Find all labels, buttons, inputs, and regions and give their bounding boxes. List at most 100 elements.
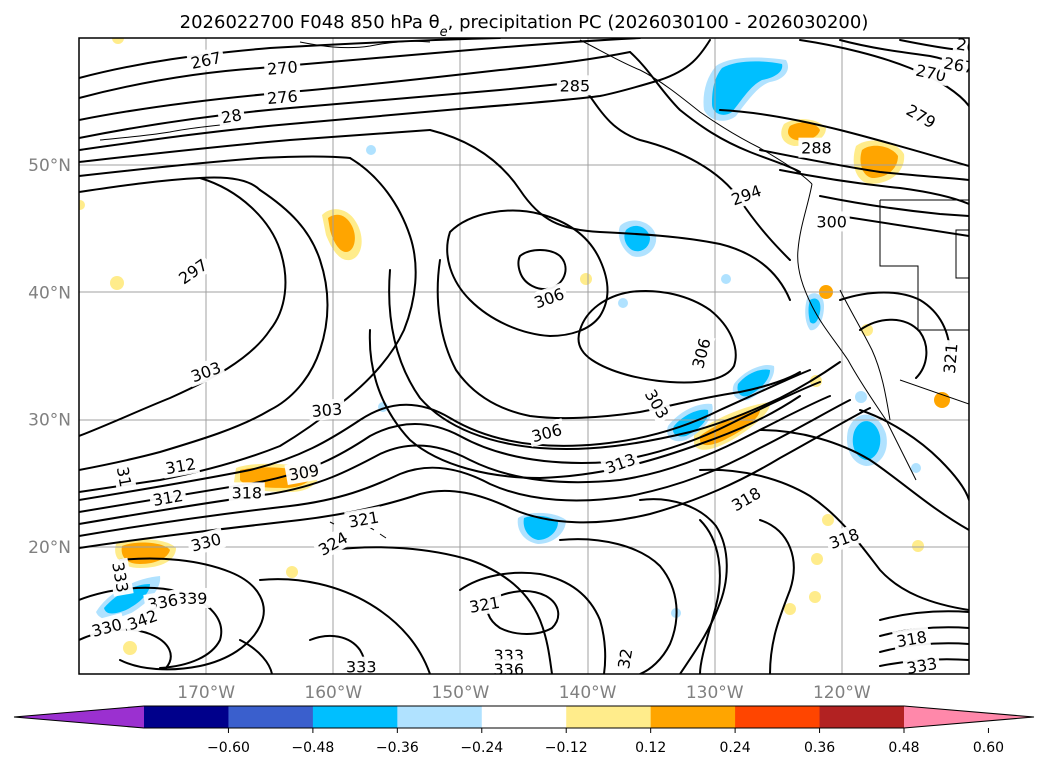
lon-tick-label: 150°W <box>432 683 490 703</box>
lon-tick-label: 170°W <box>177 683 235 703</box>
svg-text:303: 303 <box>311 399 343 421</box>
contour-label: 28 <box>216 103 246 128</box>
svg-text:336: 336 <box>493 660 524 679</box>
contour-label: 285 <box>556 75 593 96</box>
colorbar-tick-label: −0.24 <box>460 740 503 756</box>
map-frame <box>78 37 970 675</box>
svg-text:318: 318 <box>232 483 263 502</box>
svg-text:321: 321 <box>940 342 962 374</box>
shade-dot <box>822 514 834 526</box>
contour-label: 321 <box>464 591 504 618</box>
shade-dot <box>580 273 592 285</box>
contour-label: 31 <box>112 462 137 492</box>
lat-tick-label: 30°N <box>28 411 71 431</box>
shade-dot <box>110 276 124 290</box>
contour-label: 318 <box>228 482 265 503</box>
shade-dot <box>721 274 731 284</box>
colorbar-tick-label: −0.36 <box>376 740 419 756</box>
graticule <box>79 38 969 674</box>
chart-title: 2026022700 F048 850 hPa θe, precipitatio… <box>180 12 869 40</box>
contour-label: 333 <box>343 656 380 677</box>
svg-text:300: 300 <box>816 212 847 231</box>
shade-dot <box>811 553 823 565</box>
shade-dot <box>112 38 124 44</box>
contour-label: 336 <box>490 659 527 679</box>
coastlines <box>99 39 969 539</box>
shade-dot <box>855 391 867 403</box>
shade-orange-core <box>788 122 820 141</box>
shade-blue-core <box>104 584 150 614</box>
colorbar-tick-label: −0.48 <box>291 740 334 756</box>
lat-tick-label: 50°N <box>28 156 71 176</box>
colorbar-tick-label: 0.60 <box>973 740 1004 756</box>
svg-text:333: 333 <box>346 658 377 677</box>
svg-text:339: 339 <box>177 589 208 608</box>
shade-blue-region-core <box>712 61 783 115</box>
lon-tick-label: 120°W <box>813 683 871 703</box>
colorbar-tick-labels: −0.60 −0.48 −0.36 −0.24 −0.12 0.12 0.24 0.36 0.4… <box>207 728 1004 756</box>
colorbar-segment <box>566 706 652 728</box>
lat-tick-label: 40°N <box>28 283 71 303</box>
shade-orange-core <box>328 214 355 252</box>
shade-dot <box>784 603 796 615</box>
colorbar-extend-high <box>904 706 1034 728</box>
shade-dot <box>618 298 628 308</box>
lon-tick-label: 160°W <box>304 683 362 703</box>
lon-tick-label: 140°W <box>559 683 617 703</box>
shade-dot <box>366 145 376 155</box>
shade-dot <box>912 540 924 552</box>
colorbar-tick-label: 0.48 <box>888 740 919 756</box>
colorbar-extend-low <box>14 706 144 728</box>
contour-label: 333 <box>902 652 942 674</box>
colorbar-outline <box>13 705 1035 729</box>
contour-label: 318 <box>725 481 767 517</box>
colorbar-tick-label: 0.24 <box>720 740 751 756</box>
contour-label: 32 <box>612 644 637 674</box>
shade-dot <box>911 463 921 473</box>
contour-label: 303 <box>308 398 346 422</box>
colorbar-segment <box>228 706 314 728</box>
shade-dot <box>79 200 85 210</box>
lon-tick-label: 130°W <box>686 683 744 703</box>
svg-text:31: 31 <box>113 465 135 488</box>
map-background <box>79 38 969 674</box>
shade-dot <box>123 641 137 655</box>
colorbar-segment <box>650 706 736 728</box>
contour-label: 339 <box>174 587 211 608</box>
lat-tick-label: 20°N <box>28 538 71 558</box>
colorbar-segment <box>819 706 905 728</box>
contour-label: 321 <box>938 339 962 378</box>
contour-label: 324 <box>312 525 354 562</box>
svg-text:32: 32 <box>614 647 636 670</box>
shade-blue-core <box>523 515 558 540</box>
colorbar-tick-label: −0.60 <box>207 740 250 756</box>
contour-label: 321 <box>344 506 384 533</box>
svg-text:28: 28 <box>220 105 243 127</box>
shade-blue-core <box>852 421 881 460</box>
contour-label: 276 <box>263 85 302 109</box>
contour-labels: 267 2702762828527026726427928829430029730… <box>86 38 969 679</box>
svg-text:288: 288 <box>801 139 832 158</box>
colorbar-segment <box>312 706 398 728</box>
svg-text:285: 285 <box>560 76 591 95</box>
shade-blue-streak-core <box>737 369 770 397</box>
longitude-tick-labels: 170°W 160°W 150°W 140°W 130°W 120°W <box>177 683 871 703</box>
svg-text:270: 270 <box>266 57 298 79</box>
contour-label: 312 <box>148 484 188 511</box>
colorbar <box>13 705 1035 729</box>
colorbar-tick-label: −0.12 <box>545 740 588 756</box>
colorbar-segment <box>735 706 821 728</box>
colorbar-segment <box>397 706 483 728</box>
shade-dot <box>809 591 821 603</box>
contour-label: 288 <box>798 137 835 158</box>
colorbar-tick-label: 0.36 <box>804 740 835 756</box>
contour-label: 300 <box>813 211 850 232</box>
contour-label: 270 <box>263 56 302 80</box>
latitude-tick-labels: 50°N 40°N 30°N 20°N <box>28 156 71 558</box>
shade-blue-core <box>624 225 650 252</box>
colorbar-tick-label: 0.12 <box>635 740 666 756</box>
colorbar-segment <box>481 706 567 728</box>
colorbar-segment <box>144 706 229 728</box>
contour-label: 264 <box>952 38 969 59</box>
